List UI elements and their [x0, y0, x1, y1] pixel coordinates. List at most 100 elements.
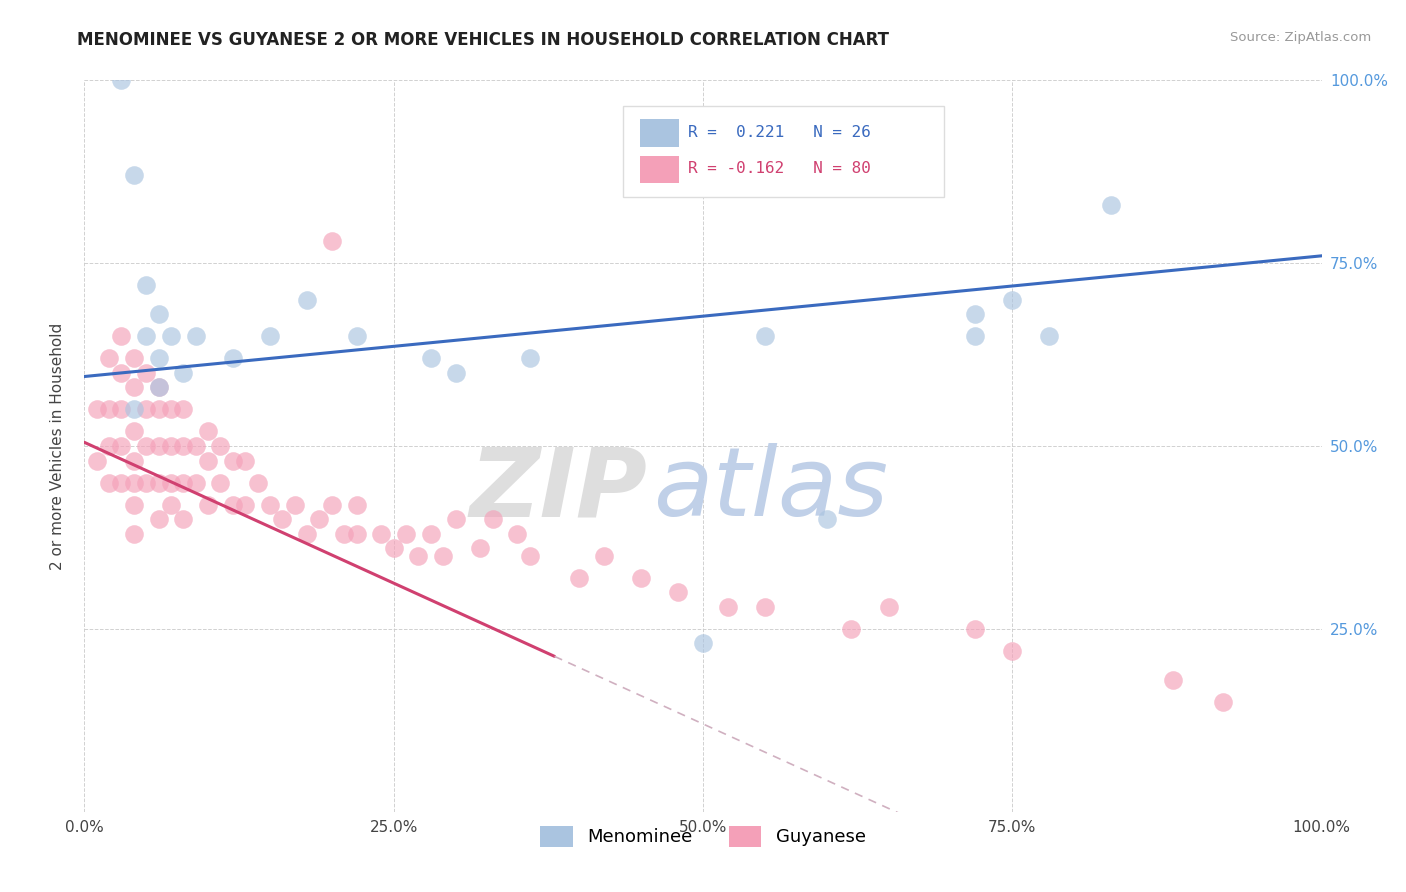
Point [160, 475, 183, 490]
Point [321, 234, 343, 248]
Point [1161, 673, 1184, 687]
Point [233, 453, 256, 467]
Point [295, 293, 318, 307]
Point [815, 512, 838, 526]
Point [172, 366, 194, 380]
Point [965, 307, 987, 321]
Point [160, 402, 183, 417]
Text: atlas: atlas [654, 443, 889, 536]
Point [395, 526, 418, 541]
Text: ZIP: ZIP [470, 443, 647, 536]
Point [308, 512, 330, 526]
Point [184, 475, 207, 490]
Point [148, 402, 170, 417]
Point [86, 402, 108, 417]
Point [965, 622, 987, 636]
Point [666, 585, 689, 599]
Text: R =  0.221   N = 26: R = 0.221 N = 26 [688, 125, 872, 140]
Point [222, 453, 245, 467]
Point [122, 498, 145, 512]
Point [1212, 695, 1234, 709]
Point [754, 329, 776, 343]
Point [1099, 197, 1122, 211]
Point [172, 475, 194, 490]
Point [122, 475, 145, 490]
Point [444, 366, 467, 380]
Text: R = -0.162   N = 80: R = -0.162 N = 80 [688, 161, 872, 177]
Point [172, 512, 194, 526]
Point [965, 329, 987, 343]
Point [160, 439, 183, 453]
Point [110, 366, 132, 380]
Point [135, 278, 157, 293]
Text: Source: ZipAtlas.com: Source: ZipAtlas.com [1230, 31, 1371, 45]
Point [519, 351, 541, 366]
Point [209, 475, 232, 490]
Point [160, 498, 183, 512]
Point [568, 571, 591, 585]
Text: MENOMINEE VS GUYANESE 2 OR MORE VEHICLES IN HOUSEHOLD CORRELATION CHART: MENOMINEE VS GUYANESE 2 OR MORE VEHICLES… [77, 31, 890, 49]
Point [419, 351, 441, 366]
Point [408, 549, 430, 563]
FancyBboxPatch shape [640, 155, 679, 184]
Point [271, 512, 294, 526]
Point [346, 526, 368, 541]
Point [197, 453, 219, 467]
Point [754, 599, 776, 614]
Point [148, 380, 170, 394]
Point [333, 526, 356, 541]
Y-axis label: 2 or more Vehicles in Household: 2 or more Vehicles in Household [51, 322, 65, 570]
Point [172, 439, 194, 453]
Point [160, 329, 183, 343]
Point [148, 512, 170, 526]
Point [209, 439, 232, 453]
Point [172, 402, 194, 417]
Point [470, 541, 492, 556]
Point [110, 475, 132, 490]
Point [122, 453, 145, 467]
Point [135, 329, 157, 343]
Point [382, 541, 405, 556]
Point [135, 439, 157, 453]
Point [370, 526, 392, 541]
Point [148, 475, 170, 490]
Point [86, 453, 108, 467]
Point [1038, 329, 1060, 343]
Point [259, 498, 281, 512]
Point [222, 351, 245, 366]
Point [98, 351, 121, 366]
FancyBboxPatch shape [640, 119, 679, 147]
Point [98, 475, 121, 490]
Point [135, 475, 157, 490]
Point [233, 498, 256, 512]
Point [122, 402, 145, 417]
Point [122, 351, 145, 366]
Point [877, 599, 900, 614]
Point [1001, 293, 1024, 307]
Point [148, 307, 170, 321]
Point [110, 329, 132, 343]
Point [593, 549, 616, 563]
Point [122, 380, 145, 394]
Point [197, 498, 219, 512]
Point [419, 526, 441, 541]
Point [321, 498, 343, 512]
Point [841, 622, 863, 636]
Point [148, 380, 170, 394]
Point [506, 526, 529, 541]
Point [148, 351, 170, 366]
Point [246, 475, 269, 490]
Point [110, 402, 132, 417]
Point [259, 329, 281, 343]
Point [122, 425, 145, 439]
Point [122, 526, 145, 541]
Point [519, 549, 541, 563]
Point [110, 439, 132, 453]
Point [481, 512, 503, 526]
Point [135, 366, 157, 380]
Point [346, 329, 368, 343]
Point [717, 599, 740, 614]
Point [135, 402, 157, 417]
Point [1001, 644, 1024, 658]
Point [284, 498, 307, 512]
